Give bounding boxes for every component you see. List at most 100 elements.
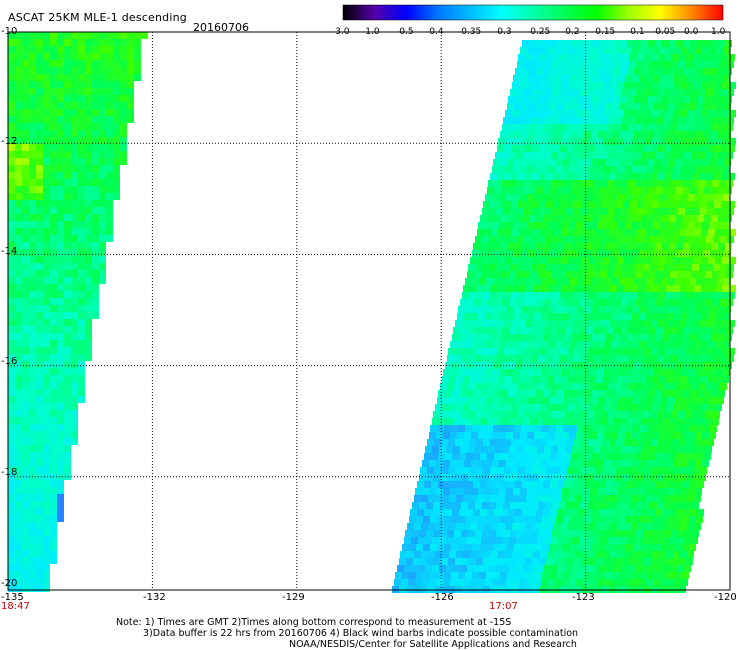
swath-cell bbox=[544, 271, 551, 278]
swath-cell bbox=[557, 215, 564, 222]
swath-cell bbox=[628, 271, 635, 278]
swath-cell bbox=[29, 165, 36, 172]
swath-cell bbox=[113, 109, 120, 116]
swath-cell bbox=[519, 82, 526, 89]
swath-cell bbox=[497, 467, 504, 474]
swath-cell bbox=[580, 502, 587, 509]
map-frame bbox=[7, 31, 731, 591]
swath-cell bbox=[578, 509, 585, 516]
swath-cell bbox=[567, 173, 574, 180]
swath-cell bbox=[600, 565, 607, 572]
swath-cell bbox=[504, 201, 511, 208]
swath-cell bbox=[592, 96, 599, 103]
swath-cell bbox=[43, 60, 50, 67]
swath-cell bbox=[693, 320, 700, 327]
swath-cell bbox=[78, 298, 85, 305]
swath-cell bbox=[92, 151, 99, 158]
swath-cell bbox=[591, 250, 598, 257]
swath-cell bbox=[469, 292, 476, 299]
swath-cell bbox=[603, 82, 610, 89]
swath-cell bbox=[693, 201, 700, 208]
swath-cell bbox=[601, 264, 608, 271]
swath-cell bbox=[654, 250, 661, 257]
swath-cell bbox=[636, 530, 643, 537]
swath-cell bbox=[611, 579, 618, 586]
swath-cell bbox=[466, 362, 473, 369]
swath-cell bbox=[447, 383, 454, 390]
swath-cell bbox=[545, 474, 552, 481]
swath-cell bbox=[655, 390, 662, 397]
swath-cell bbox=[50, 88, 57, 95]
swath-cell bbox=[613, 96, 620, 103]
swath-cell bbox=[43, 102, 50, 109]
swath-cell bbox=[22, 501, 29, 508]
swath-cell bbox=[692, 89, 699, 96]
swath-cell bbox=[78, 214, 85, 221]
swath-cell bbox=[678, 264, 685, 271]
swath-cell bbox=[683, 334, 690, 341]
swath-cell bbox=[43, 354, 50, 361]
gridlines bbox=[8, 32, 730, 588]
swath-cell bbox=[437, 516, 444, 523]
swath-cell bbox=[679, 292, 686, 299]
swath-cell bbox=[555, 432, 562, 439]
swath-cell bbox=[620, 453, 627, 460]
swath-cell bbox=[552, 208, 559, 215]
swath-cell bbox=[15, 382, 22, 389]
swath-cell bbox=[545, 264, 552, 271]
swath-cell bbox=[658, 145, 665, 152]
swath-cell bbox=[601, 61, 608, 68]
swath-cell bbox=[672, 320, 679, 327]
swath-cell bbox=[529, 362, 536, 369]
swath-cell bbox=[134, 60, 141, 67]
swath-cell bbox=[689, 250, 696, 257]
swath-cell bbox=[92, 95, 99, 102]
swath-cell bbox=[684, 327, 691, 334]
swath-cell bbox=[532, 439, 539, 446]
swath-cell bbox=[480, 509, 487, 516]
swath-cell bbox=[626, 397, 633, 404]
swath-cell bbox=[510, 89, 517, 96]
swath-cell bbox=[36, 53, 43, 60]
swath-cell bbox=[591, 516, 598, 523]
swath-cell bbox=[534, 369, 541, 376]
swath-cell bbox=[498, 138, 505, 145]
swath-cell bbox=[8, 543, 15, 550]
swath-cell bbox=[57, 501, 64, 508]
swath-cell bbox=[460, 537, 467, 544]
swath-cell bbox=[679, 558, 686, 565]
colorbar-label: -0.4 bbox=[426, 27, 444, 37]
swath-cell bbox=[686, 320, 693, 327]
swath-cell bbox=[575, 82, 582, 89]
swath-cell bbox=[530, 565, 537, 572]
swath-cell bbox=[492, 432, 499, 439]
swath-cell bbox=[50, 312, 57, 319]
swath-cell bbox=[578, 187, 585, 194]
swath-cell bbox=[489, 264, 496, 271]
swath-cell bbox=[578, 68, 585, 75]
swath-cell bbox=[690, 96, 697, 103]
swath-cell bbox=[709, 166, 716, 173]
swath-cell bbox=[556, 397, 563, 404]
swath-cell bbox=[36, 319, 43, 326]
swath-cell bbox=[419, 530, 426, 537]
swath-cell bbox=[613, 334, 620, 341]
swath-cell bbox=[572, 418, 579, 425]
swath-cell bbox=[615, 383, 622, 390]
swath-cell bbox=[575, 229, 582, 236]
swath-cell bbox=[643, 236, 650, 243]
swath-cell bbox=[559, 502, 566, 509]
swath-cell bbox=[545, 411, 552, 418]
swath-cell bbox=[85, 95, 92, 102]
swath-cell bbox=[676, 453, 683, 460]
swath-cell bbox=[510, 411, 517, 418]
swath-cell bbox=[15, 585, 22, 592]
swath-cell bbox=[57, 431, 64, 438]
swath-cell bbox=[78, 109, 85, 116]
swath-cell bbox=[629, 474, 636, 481]
swath-cell bbox=[462, 558, 469, 565]
swath-cell bbox=[92, 193, 99, 200]
swath-cell bbox=[674, 194, 681, 201]
swath-cell bbox=[696, 250, 703, 257]
swath-cell bbox=[664, 383, 671, 390]
